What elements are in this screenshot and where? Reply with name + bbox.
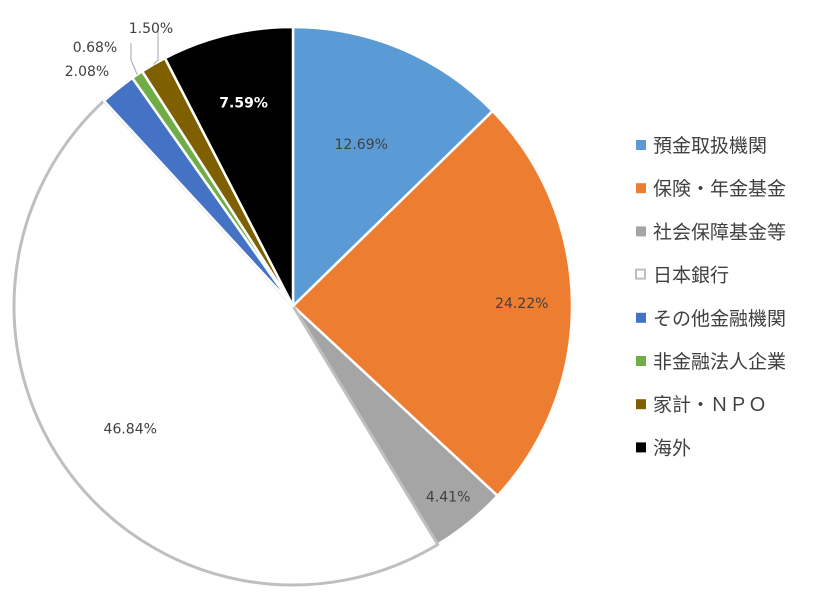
legend-swatch-5	[636, 312, 646, 323]
legend-label-1: 預金取扱機関	[653, 135, 767, 157]
legend-swatch-1	[636, 140, 646, 150]
data-labels-layer: 12.69% 24.22% 4.41% 46.84% 2.08% 0.68% 1.50% 7.…	[65, 21, 549, 505]
slice-5-value-label: 2.08%	[65, 64, 109, 80]
slices-layer	[12, 25, 574, 587]
legend-swatch-6	[636, 356, 646, 366]
slice-7-value-label: 1.50%	[129, 21, 173, 37]
legend-swatch-8	[636, 442, 646, 453]
legend-label-6: 非金融法人企業	[653, 351, 786, 373]
slice-4-value-label: 46.84%	[104, 421, 157, 437]
legend: 預金取扱機関保険・年金基金社会保障基金等日本銀行その他金融機関非金融法人企業家計…	[635, 135, 786, 459]
legend-swatch-2	[636, 183, 646, 194]
legend-label-8: 海外	[653, 437, 691, 459]
legend-label-7: 家計・ＮＰＯ	[653, 394, 767, 416]
slice-1-wedge	[291, 25, 494, 308]
legend-label-5: その他金融機関	[653, 308, 786, 330]
slice-4-wedge	[12, 99, 440, 587]
slice-6-leader-line	[130, 43, 138, 75]
legend-label-3: 社会保障基金等	[653, 221, 786, 243]
slice-6-value-label: 0.68%	[73, 40, 117, 56]
leader-lines-layer	[130, 24, 159, 75]
slice-8-value-label: 7.59%	[219, 96, 268, 112]
slice-8-wedge	[163, 25, 295, 308]
legend-label-4: 日本銀行	[653, 265, 729, 287]
slice-2-wedge	[291, 109, 574, 498]
legend-swatch-3	[636, 226, 646, 237]
legend-swatch-4	[635, 268, 646, 280]
slice-3-value-label: 4.41%	[426, 489, 470, 505]
slice-7-leader-line	[153, 24, 159, 65]
slice-2-value-label: 24.22%	[495, 296, 548, 312]
legend-swatch-7	[636, 399, 646, 410]
legend-label-2: 保険・年金基金	[653, 178, 786, 200]
slice-1-value-label: 12.69%	[335, 137, 388, 153]
